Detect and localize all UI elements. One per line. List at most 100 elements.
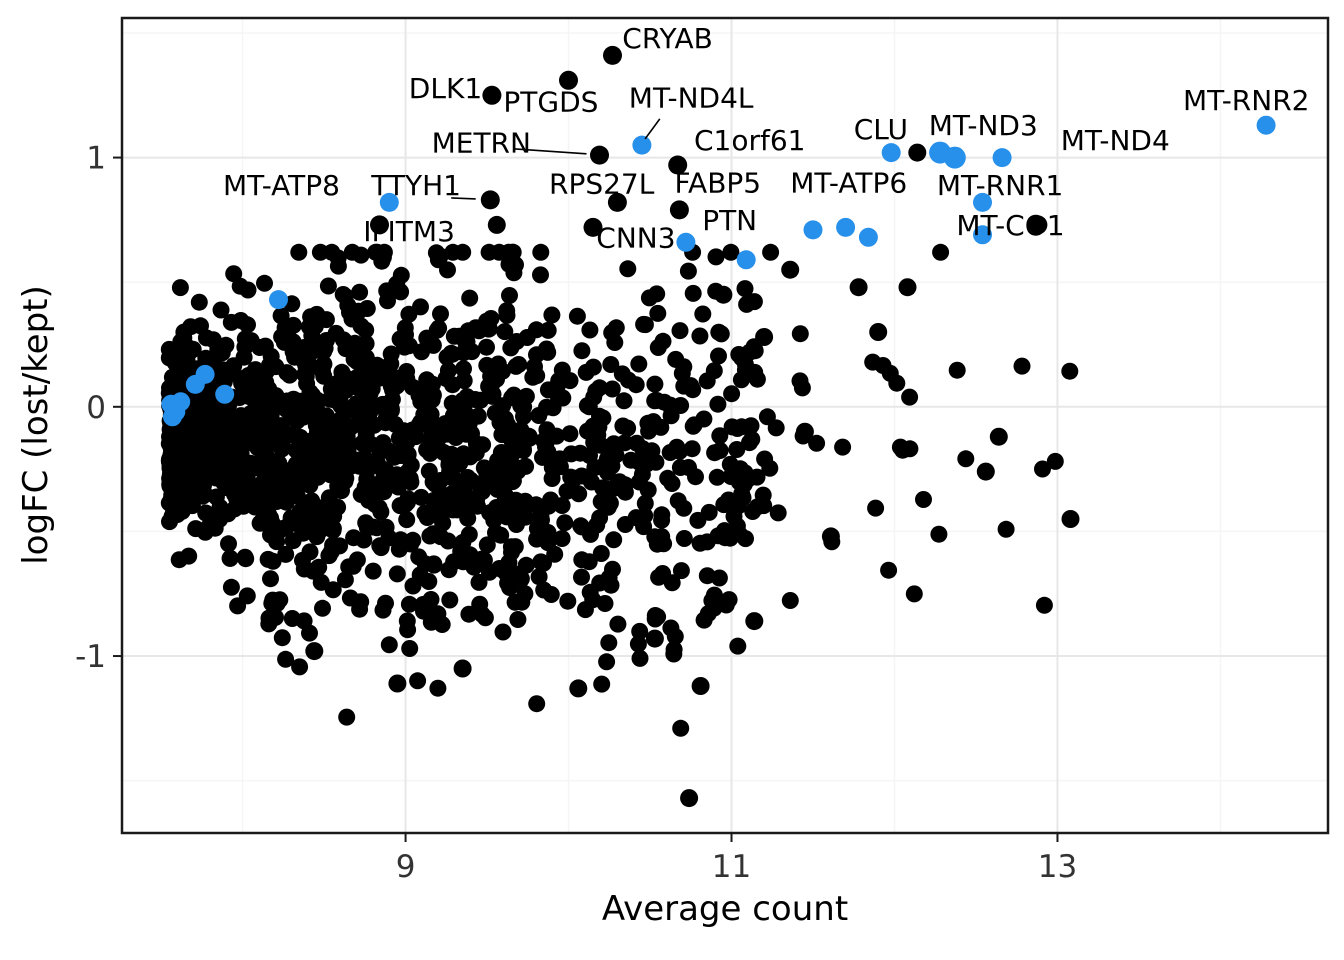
gene-point [606, 334, 624, 351]
gene-point [487, 215, 506, 234]
labeled-gene-point [676, 232, 696, 252]
labeled-gene-point [607, 192, 627, 212]
gene-point [480, 243, 498, 261]
gene-point [432, 472, 449, 489]
gene-point [402, 535, 420, 553]
gene-point [270, 464, 288, 482]
gene-point [277, 518, 295, 536]
gene-point [506, 593, 524, 611]
gene-point [399, 463, 417, 481]
gene-point [183, 407, 201, 425]
gene-point [412, 488, 430, 506]
gene-point [584, 358, 602, 376]
gene-point [821, 527, 840, 546]
gene-point [268, 493, 286, 510]
gene-point [431, 484, 449, 502]
x-tick-label: 13 [1038, 849, 1077, 885]
gene-point [762, 243, 780, 261]
gene-point [398, 612, 416, 630]
gene-point [238, 587, 256, 605]
labeled-gene-point [480, 190, 500, 210]
gene-point [160, 494, 178, 512]
gene-point [631, 649, 649, 667]
gene-point [602, 356, 620, 373]
gene-point [404, 577, 422, 595]
highlighted-gene-point [973, 225, 992, 245]
gene-point [507, 357, 525, 375]
gene-point [212, 301, 230, 319]
gene-point [1046, 452, 1064, 470]
gene-point [166, 354, 184, 372]
gene-point [364, 562, 382, 580]
gene-point [308, 305, 326, 323]
gene-point [711, 442, 729, 459]
gene-point [627, 376, 645, 394]
gene-point [336, 571, 354, 589]
gene-point [705, 362, 723, 380]
gene-point [190, 293, 208, 311]
gene-point [769, 504, 787, 522]
gene-point [551, 458, 569, 476]
gene-point [930, 525, 948, 543]
gene-label: MT-RNR1 [937, 169, 1063, 202]
gene-point [957, 450, 975, 468]
gene-point [494, 623, 512, 641]
gene-point [439, 261, 456, 279]
gene-label: CLU [854, 113, 908, 146]
gene-point [687, 468, 704, 486]
gene-point [421, 527, 439, 545]
gene-point [684, 284, 702, 302]
gene-point [976, 462, 995, 481]
gene-point [285, 397, 303, 415]
gene-point [291, 503, 309, 521]
gene-point [199, 518, 217, 536]
gene-point [441, 591, 459, 609]
x-tick-label: 9 [396, 849, 416, 885]
gene-point [795, 422, 814, 441]
gene-point [437, 370, 455, 387]
gene-point [314, 599, 331, 617]
gene-point [607, 319, 625, 337]
gene-point [375, 461, 393, 479]
y-tick-label: 1 [86, 141, 106, 177]
gene-point [491, 409, 509, 427]
gene-point [573, 467, 591, 485]
gene-point [736, 464, 754, 482]
gene-point [458, 497, 476, 515]
gene-point [236, 338, 254, 356]
gene-point [440, 419, 458, 436]
gene-point [532, 553, 550, 571]
gene-point [256, 274, 273, 292]
gene-point [1061, 362, 1079, 380]
gene-point [407, 428, 425, 446]
gene-point [460, 414, 478, 432]
gene-point [463, 343, 481, 361]
labeled-gene-point [1256, 115, 1276, 135]
gene-point [371, 442, 389, 460]
gene-point [708, 468, 726, 486]
gene-point [232, 435, 250, 453]
gene-point [461, 448, 479, 466]
gene-point [400, 305, 418, 323]
labeled-gene-point [379, 192, 399, 212]
gene-point [489, 355, 507, 373]
gene-point [737, 530, 754, 548]
gene-point [605, 531, 623, 549]
gene-point [238, 492, 256, 510]
labeled-gene-point [668, 155, 688, 175]
gene-point [418, 509, 436, 526]
gene-point [429, 605, 447, 623]
gene-point [284, 532, 302, 550]
gene-point [647, 453, 665, 471]
gene-point [203, 398, 221, 416]
gene-point [356, 419, 374, 437]
gene-point [185, 420, 203, 438]
gene-point [615, 392, 633, 410]
gene-point [665, 645, 683, 663]
gene-point [423, 416, 441, 434]
gene-label: PTN [702, 204, 757, 237]
gene-point [352, 593, 370, 611]
gene-point [720, 591, 738, 609]
gene-point [698, 533, 716, 551]
gene-point [499, 574, 517, 592]
